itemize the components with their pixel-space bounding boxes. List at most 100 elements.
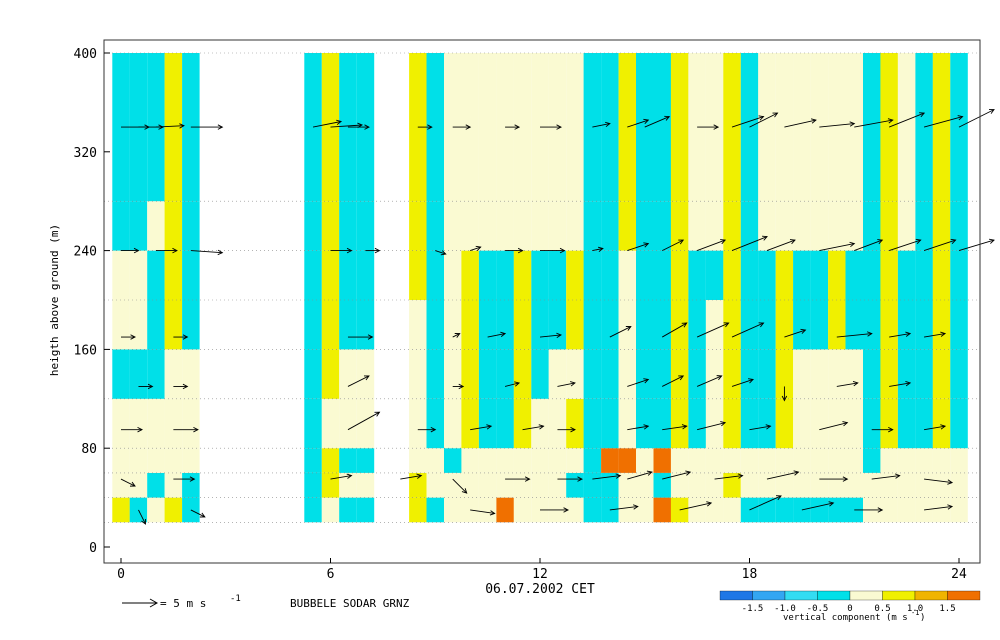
vertical-cell — [112, 448, 130, 473]
vertical-cell — [461, 201, 479, 251]
vertical-cell — [513, 349, 532, 399]
vertical-cell — [653, 472, 671, 498]
wind-vector — [662, 424, 688, 431]
vertical-cell — [583, 53, 602, 202]
vertical-cell — [548, 250, 567, 300]
vertical-cell — [653, 398, 671, 449]
vertical-cell — [723, 448, 741, 473]
vertical-cell — [182, 300, 200, 350]
wind-scale-exponent: -1 — [230, 594, 241, 604]
vertical-cell — [478, 398, 497, 449]
vertical-cell — [880, 250, 898, 300]
vertical-cell — [950, 300, 968, 350]
wind-vector — [644, 115, 671, 128]
vertical-cell — [496, 497, 514, 523]
vertical-cell — [636, 250, 654, 300]
vertical-cell — [601, 349, 619, 399]
wind-scale-label: = 5 m s — [160, 597, 206, 610]
wind-vector — [173, 334, 189, 340]
wind-scale-arrowhead — [149, 598, 159, 608]
vertical-cell — [304, 398, 322, 449]
vertical-cell — [915, 349, 933, 399]
vertical-cell — [583, 497, 602, 523]
vertical-cell — [897, 497, 916, 523]
vertical-cell — [444, 448, 462, 473]
vertical-cell — [548, 472, 567, 498]
vertical-cell — [775, 300, 794, 350]
vertical-cell — [758, 398, 776, 449]
vertical-cell — [321, 448, 340, 473]
wind-vector — [347, 124, 370, 130]
vertical-cell — [688, 472, 706, 498]
wind-vector — [592, 246, 604, 252]
wind-vector — [155, 123, 185, 129]
wind-vector — [470, 509, 496, 516]
wind-vector — [924, 478, 954, 485]
wind-vector — [609, 504, 639, 511]
wind-vector — [487, 331, 507, 338]
wind-vector — [889, 238, 922, 252]
vertical-cell — [129, 250, 148, 300]
vertical-cell — [304, 250, 322, 300]
vertical-cell — [182, 201, 200, 251]
vertical-cell — [758, 300, 776, 350]
vertical-cell — [758, 201, 776, 251]
vertical-cell — [531, 472, 549, 498]
vertical-cell — [688, 349, 706, 399]
vertical-cell — [461, 300, 479, 350]
vertical-cell — [810, 398, 829, 449]
wind-vector — [627, 378, 650, 387]
wind-vector — [504, 381, 521, 387]
vertical-cell — [566, 53, 584, 202]
wind-vector — [924, 331, 947, 338]
wind-vector — [784, 118, 817, 128]
vertical-cell — [182, 472, 200, 498]
vertical-cell — [793, 349, 811, 399]
vertical-cell — [863, 300, 881, 350]
vertical-cell — [880, 349, 898, 399]
vertical-cell — [845, 349, 863, 399]
vertical-cell — [670, 472, 689, 498]
wind-vectors — [120, 109, 995, 525]
wind-vector — [679, 501, 713, 511]
vertical-cell — [705, 497, 724, 523]
vertical-cell — [321, 250, 340, 300]
vertical-cell — [932, 398, 951, 449]
wind-vector — [819, 421, 849, 431]
vertical-cell — [444, 349, 462, 399]
vertical-cell — [426, 448, 444, 473]
vertical-cell — [129, 398, 148, 449]
vertical-cell — [897, 300, 916, 350]
vertical-cell — [182, 250, 200, 300]
vertical-cell — [548, 448, 567, 473]
vertical-cell — [426, 497, 444, 523]
vertical-cell — [496, 250, 514, 300]
vertical-cell — [723, 300, 741, 350]
vertical-cell — [513, 201, 532, 251]
vertical-cell — [356, 472, 375, 498]
vertical-cell — [723, 398, 741, 449]
wind-vector — [661, 322, 688, 338]
vertical-cell — [444, 250, 462, 300]
vertical-cell — [775, 497, 794, 523]
vertical-cell — [461, 497, 479, 523]
vertical-cell — [356, 497, 375, 523]
vertical-cell — [845, 250, 863, 300]
vertical-cell — [828, 53, 846, 202]
wind-vector — [312, 119, 343, 128]
vertical-cell — [304, 349, 322, 399]
vertical-cell — [653, 448, 671, 473]
chart-title: BUBBELE SODAR GRNZ — [290, 597, 410, 610]
wind-vector — [801, 501, 835, 511]
wind-vector — [190, 509, 206, 518]
vertical-cell — [618, 300, 637, 350]
vertical-cell — [461, 448, 479, 473]
vertical-cell — [112, 497, 130, 523]
vertical-cell — [915, 398, 933, 449]
vertical-cell — [758, 250, 776, 300]
wind-vector — [417, 427, 437, 433]
wind-vector — [924, 424, 947, 431]
vertical-cell — [513, 53, 532, 202]
vertical-cell — [618, 250, 637, 300]
vertical-cell — [618, 472, 637, 498]
